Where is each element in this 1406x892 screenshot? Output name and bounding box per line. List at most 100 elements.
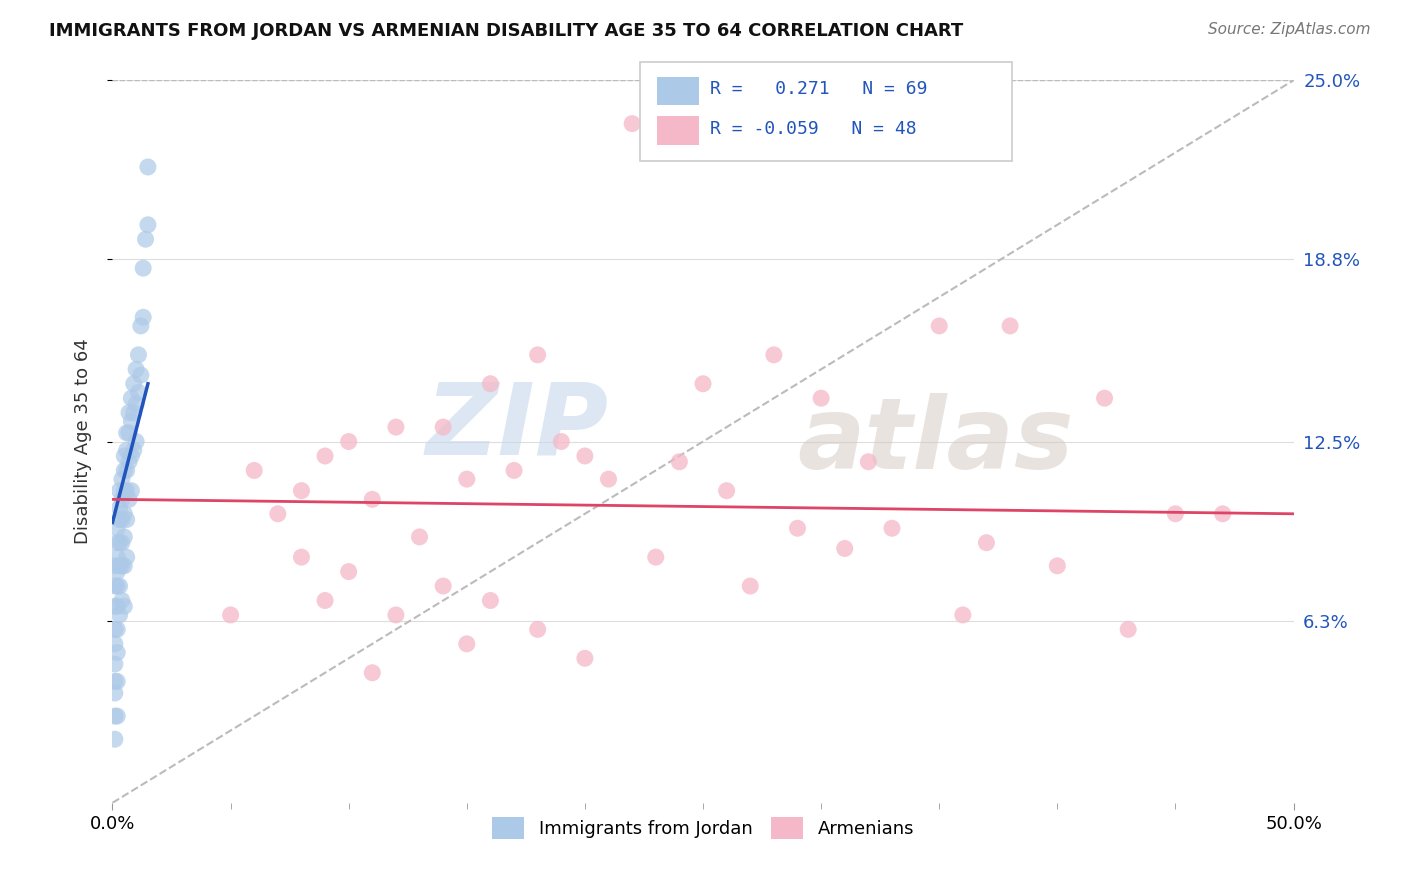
Point	[132, 310, 155, 325]
Point	[267, 507, 290, 521]
Point	[112, 507, 135, 521]
Point	[1094, 391, 1116, 405]
Point	[118, 455, 141, 469]
Point	[503, 463, 526, 477]
Point	[112, 483, 135, 498]
Point	[976, 535, 998, 549]
Point	[1046, 558, 1069, 573]
Point	[125, 434, 148, 449]
Y-axis label: Disability Age 35 to 64: Disability Age 35 to 64	[73, 339, 91, 544]
Point	[136, 160, 159, 174]
Text: Source: ZipAtlas.com: Source: ZipAtlas.com	[1208, 22, 1371, 37]
Point	[550, 434, 572, 449]
Point	[834, 541, 856, 556]
Point	[104, 623, 127, 637]
Point	[136, 218, 159, 232]
Point	[479, 593, 502, 607]
Legend: Immigrants from Jordan, Armenians: Immigrants from Jordan, Armenians	[485, 809, 921, 846]
Point	[105, 521, 128, 535]
Point	[111, 535, 134, 549]
Point	[385, 420, 408, 434]
Point	[115, 463, 138, 477]
Point	[361, 665, 384, 680]
Point	[104, 709, 127, 723]
Text: IMMIGRANTS FROM JORDAN VS ARMENIAN DISABILITY AGE 35 TO 64 CORRELATION CHART: IMMIGRANTS FROM JORDAN VS ARMENIAN DISAB…	[49, 22, 963, 40]
Point	[105, 709, 128, 723]
Point	[129, 368, 152, 382]
Point	[127, 348, 149, 362]
Point	[127, 385, 149, 400]
Point	[122, 406, 145, 420]
Point	[740, 579, 762, 593]
Point	[132, 261, 155, 276]
Point	[526, 348, 548, 362]
Point	[111, 558, 134, 573]
Point	[668, 455, 690, 469]
Point	[105, 674, 128, 689]
Point	[456, 637, 478, 651]
Point	[118, 492, 141, 507]
Point	[104, 686, 127, 700]
Point	[122, 376, 145, 391]
Point	[786, 521, 808, 535]
Point	[120, 449, 142, 463]
Point	[111, 492, 134, 507]
Point	[880, 521, 903, 535]
Point	[574, 449, 596, 463]
Point	[112, 463, 135, 477]
Point	[810, 391, 832, 405]
Point	[574, 651, 596, 665]
Point	[122, 443, 145, 458]
Point	[108, 579, 131, 593]
Point	[111, 593, 134, 607]
Text: ZIP: ZIP	[426, 378, 609, 475]
Point	[108, 483, 131, 498]
Point	[432, 420, 454, 434]
Point	[120, 391, 142, 405]
Text: atlas: atlas	[797, 393, 1074, 490]
Point	[120, 414, 142, 428]
Point	[125, 362, 148, 376]
Point	[108, 607, 131, 622]
Point	[105, 646, 128, 660]
Point	[243, 463, 266, 477]
Point	[112, 449, 135, 463]
Point	[104, 579, 127, 593]
Point	[115, 550, 138, 565]
Point	[108, 512, 131, 526]
Point	[1164, 507, 1187, 521]
Point	[314, 593, 336, 607]
Point	[692, 376, 714, 391]
Point	[952, 607, 974, 622]
Point	[115, 443, 138, 458]
Point	[104, 732, 127, 747]
Point	[104, 674, 127, 689]
Point	[105, 599, 128, 614]
Point	[105, 550, 128, 565]
Point	[115, 425, 138, 440]
Point	[104, 558, 127, 573]
Point	[290, 483, 312, 498]
Point	[385, 607, 408, 622]
Point	[408, 530, 430, 544]
Point	[108, 558, 131, 573]
Point	[118, 425, 141, 440]
Point	[115, 483, 138, 498]
Point	[115, 512, 138, 526]
Point	[118, 406, 141, 420]
Point	[644, 550, 666, 565]
Point	[598, 472, 620, 486]
Point	[125, 397, 148, 411]
Point	[762, 348, 785, 362]
Point	[432, 579, 454, 593]
Point	[1116, 623, 1139, 637]
Point	[120, 483, 142, 498]
Point	[112, 558, 135, 573]
Point	[135, 232, 157, 246]
Point	[1212, 507, 1234, 521]
Text: R =   0.271   N = 69: R = 0.271 N = 69	[710, 80, 928, 98]
Point	[105, 565, 128, 579]
Point	[111, 512, 134, 526]
Point	[112, 530, 135, 544]
Point	[526, 623, 548, 637]
